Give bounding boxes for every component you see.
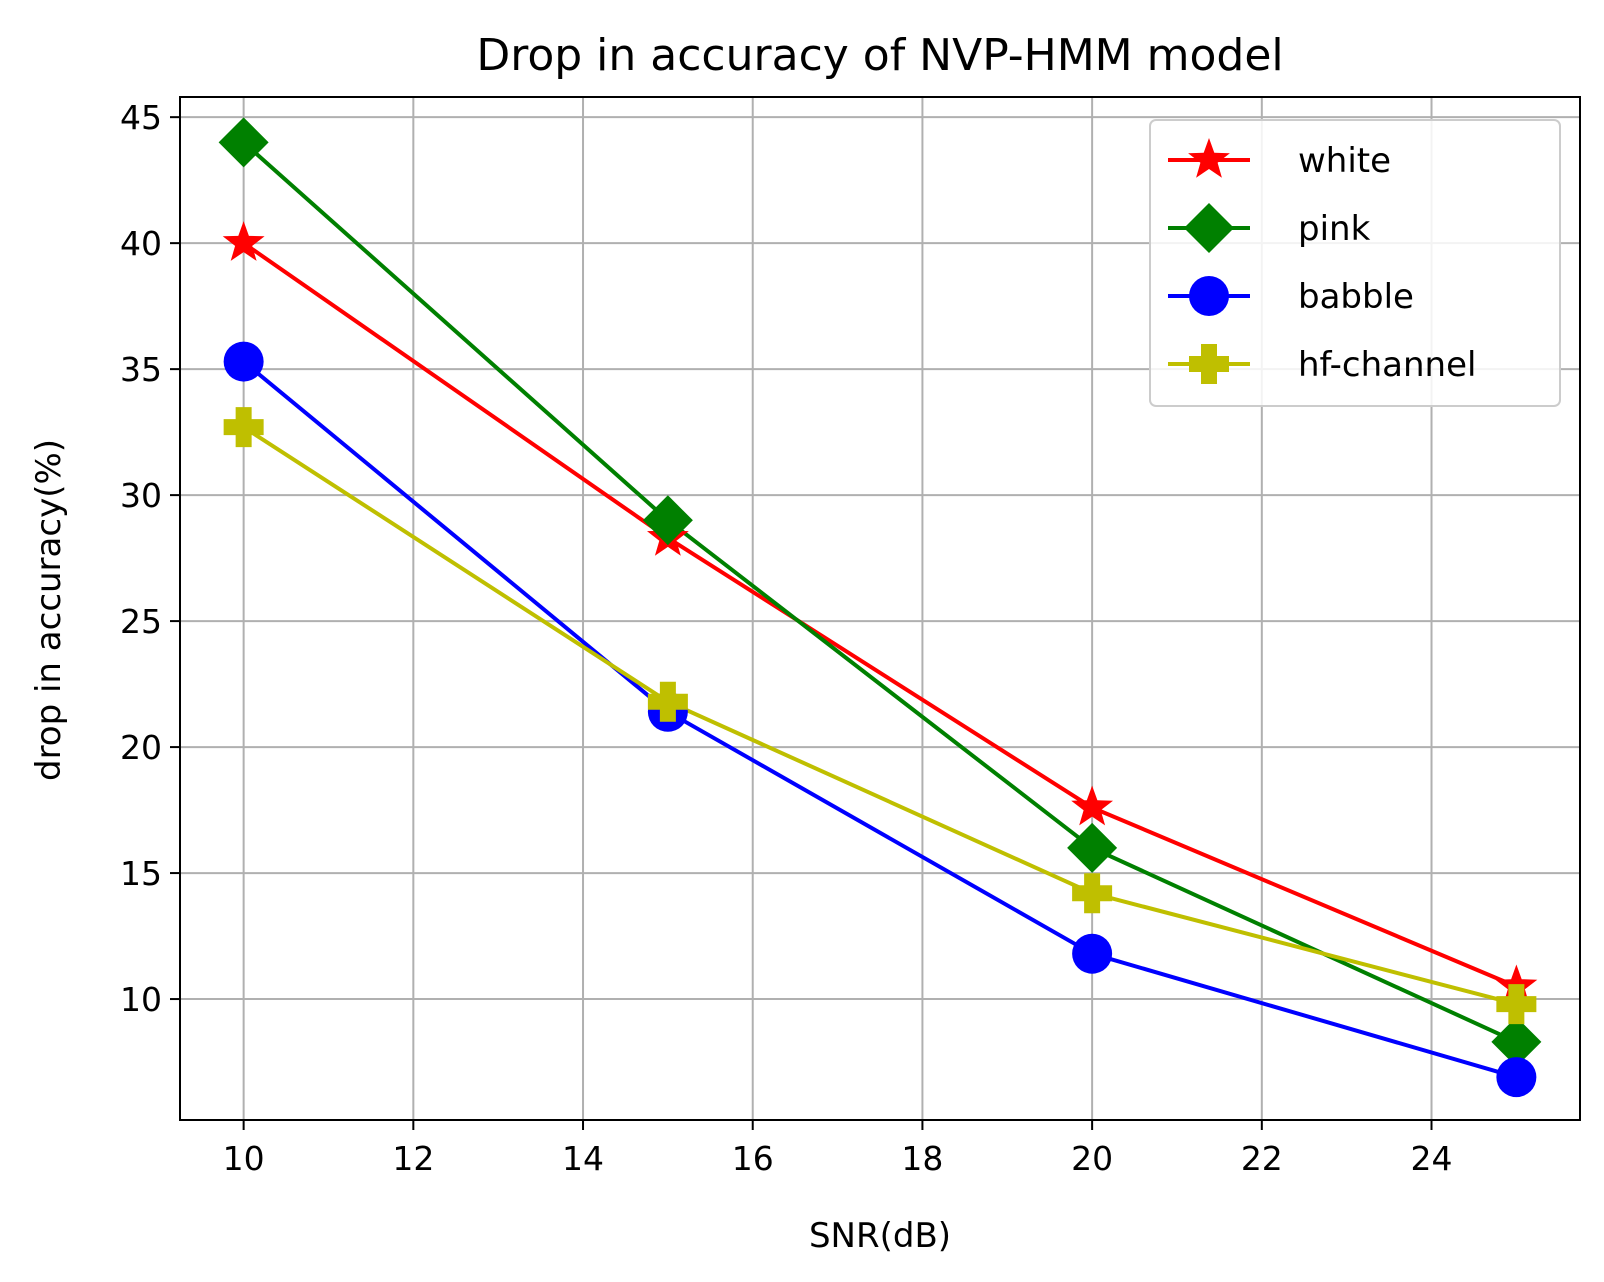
data-point-hf-channel [223,407,264,448]
y-tick-label: 15 [120,854,162,893]
data-point-pink [1491,1016,1542,1067]
legend-label-pink: pink [1298,209,1371,249]
x-tick-label: 20 [1071,1139,1113,1178]
x-tick-label: 14 [562,1139,604,1178]
data-point-pink [218,117,269,168]
y-tick-label: 40 [120,224,162,263]
series-lines [242,140,1518,1080]
y-tick-label: 25 [120,602,162,641]
x-tick-label: 18 [901,1139,943,1178]
y-tick-label: 35 [120,350,162,389]
series-line-white [242,241,1518,989]
series-markers [218,117,1542,1098]
legend-box [1149,119,1561,407]
data-point-babble [1072,933,1113,974]
data-point-hf-channel [1496,984,1537,1025]
y-tick-label: 20 [120,728,162,767]
legend: white pink babble hf-channel [1149,119,1561,407]
legend-label-babble: babble [1298,277,1414,317]
data-point-babble [1496,1057,1537,1098]
legend-marker-hf-channel [1189,344,1229,384]
data-point-pink [642,495,693,546]
y-tick-label: 45 [120,98,162,137]
data-point-babble [223,341,264,382]
data-point-pink [1067,822,1118,873]
x-tick-label: 22 [1241,1139,1283,1178]
x-tick-label: 10 [223,1139,265,1178]
data-point-white [222,221,265,261]
x-tick-label: 12 [392,1139,434,1178]
y-axis-label: drop in accuracy(%) [29,439,69,781]
legend-label-hf-channel: hf-channel [1298,345,1476,385]
plot-frame [179,96,1581,1121]
data-point-hf-channel [1072,873,1113,914]
legend-marker-white [1188,138,1230,178]
x-tick-label: 16 [732,1139,774,1178]
data-point-hf-channel [647,681,688,722]
legend-label-white: white [1298,141,1391,181]
legend-marker-babble [1189,276,1229,316]
legend-marker-pink [1184,203,1234,253]
x-axis-label: SNR(dB) [809,1216,951,1256]
y-tick-label: 10 [120,980,162,1019]
series-line-hf-channel [242,425,1517,1007]
x-tick-label: 24 [1411,1139,1453,1178]
data-point-white [1071,785,1113,826]
y-tick-label: 30 [120,476,162,515]
series-line-pink [242,140,1518,1044]
series-line-babble [242,360,1517,1080]
axis-ticks: 10 12 14 16 18 20 22 24 10 15 20 25 30 35 40 45 [120,98,1453,1178]
chart-title: Drop in accuracy of NVP-HMM model [476,30,1283,81]
